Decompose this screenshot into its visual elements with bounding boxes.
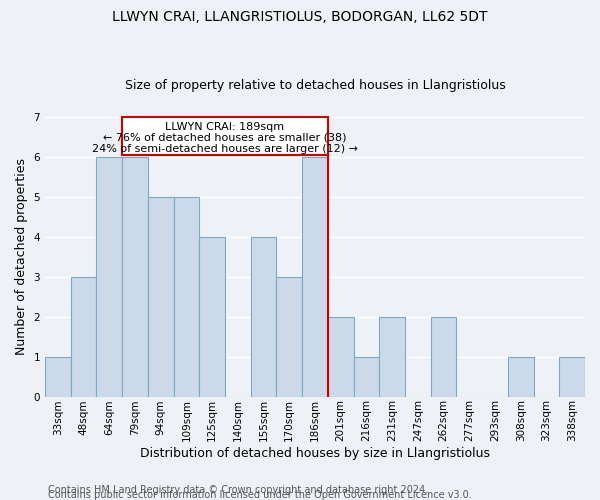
Bar (508, 356, 533, 397)
Bar (148, 196, 173, 396)
Text: LLWYN CRAI, LLANGRISTIOLUS, BODORGAN, LL62 5DT: LLWYN CRAI, LLANGRISTIOLUS, BODORGAN, LL… (112, 10, 488, 24)
Bar (97, 156, 122, 396)
Bar (251, 236, 277, 396)
X-axis label: Distribution of detached houses by size in Llangristiolus: Distribution of detached houses by size … (140, 447, 490, 460)
Bar (302, 156, 328, 396)
Text: Contains HM Land Registry data © Crown copyright and database right 2024.: Contains HM Land Registry data © Crown c… (48, 485, 428, 495)
Bar (277, 276, 302, 396)
Y-axis label: Number of detached properties: Number of detached properties (15, 158, 28, 355)
Text: LLWYN CRAI: 189sqm: LLWYN CRAI: 189sqm (166, 122, 284, 132)
Bar (199, 236, 225, 396)
Bar (122, 156, 148, 396)
FancyBboxPatch shape (122, 117, 328, 154)
Bar (379, 316, 405, 396)
Bar (431, 316, 457, 396)
Text: ← 76% of detached houses are smaller (38): ← 76% of detached houses are smaller (38… (103, 133, 347, 143)
Text: Contains public sector information licensed under the Open Government Licence v3: Contains public sector information licen… (48, 490, 472, 500)
Bar (353, 356, 379, 397)
Bar (45, 356, 71, 397)
Bar (173, 196, 199, 396)
Bar (328, 316, 353, 396)
Title: Size of property relative to detached houses in Llangristiolus: Size of property relative to detached ho… (125, 79, 505, 92)
Text: 24% of semi-detached houses are larger (12) →: 24% of semi-detached houses are larger (… (92, 144, 358, 154)
Bar (559, 356, 585, 397)
Bar (71, 276, 97, 396)
